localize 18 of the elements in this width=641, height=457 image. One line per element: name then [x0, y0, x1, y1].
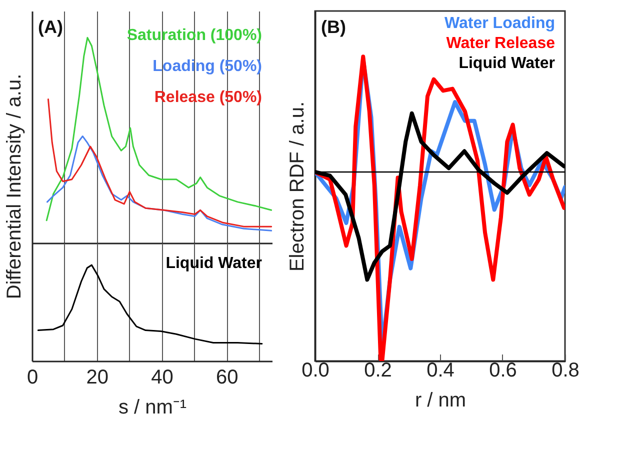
x-axis-title: r / nm [414, 390, 466, 412]
text: Water Loading [444, 15, 555, 32]
x-tick-label: 0 [26, 366, 38, 388]
x-tick-label: 0.0 [302, 360, 330, 382]
x-tick-label: 0.2 [364, 360, 392, 382]
x-tick-label: 0.6 [489, 360, 517, 382]
x-tick-label: 0.8 [552, 360, 580, 382]
series-label: Water Release [446, 35, 556, 52]
x-axis-title: s / nm⁻¹ [118, 396, 187, 418]
x-tick-label: 0.4 [426, 360, 454, 382]
x-tick-label: 40 [151, 366, 174, 388]
chart-title: (B) [321, 17, 346, 37]
text: Liquid Water [458, 55, 555, 72]
y-axis-title: Differential Intensity / a.u. [4, 74, 26, 300]
x-tick-label: 20 [86, 366, 108, 388]
y-axis-title: Electron RDF / a.u. [286, 101, 308, 272]
chart-title: (A) [38, 17, 63, 37]
x-tick-label: 60 [216, 366, 238, 388]
